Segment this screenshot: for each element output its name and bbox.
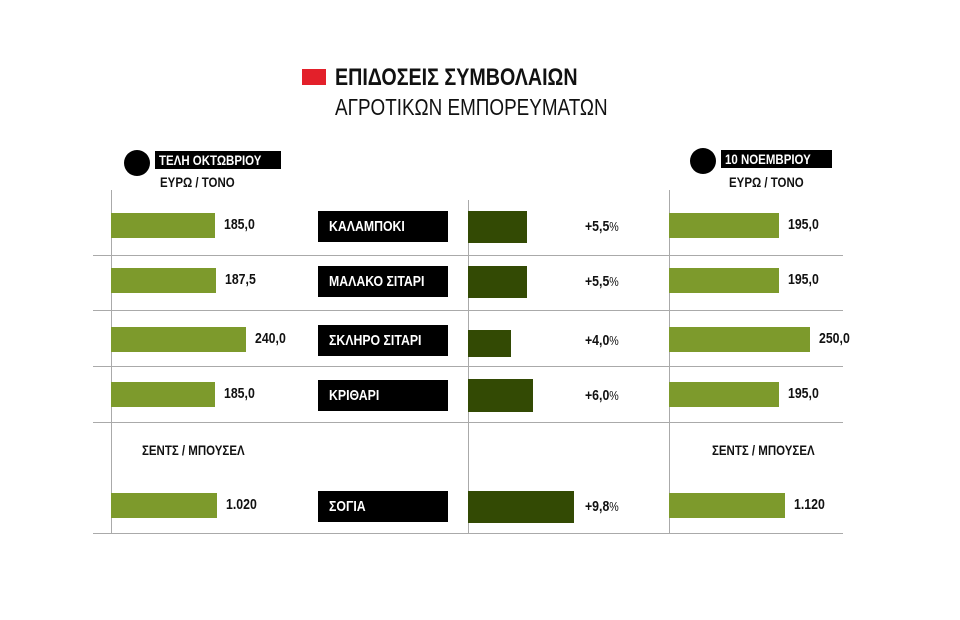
commodity-label: ΣΚΛΗΡΟ ΣΙΤΑΡΙ <box>318 325 448 356</box>
chart-subtitle: ΑΓΡΟΤΙΚΩΝ ΕΜΠΟΡΕΥΜΑΤΩΝ <box>335 94 608 120</box>
after-value: 195,0 <box>787 216 819 233</box>
before-bar <box>111 493 217 518</box>
change-value: +4,0% <box>585 332 619 349</box>
change-value: +6,0% <box>585 387 619 404</box>
row-divider <box>93 255 843 256</box>
after-value: 195,0 <box>787 271 819 288</box>
commodity-label: ΚΑΛΑΜΠΟΚΙ <box>318 211 448 242</box>
title-marker <box>302 69 326 85</box>
change-bar <box>468 330 512 357</box>
after-bar <box>669 327 810 352</box>
after-bar <box>669 493 785 518</box>
commodity-label: ΜΑΛΑΚΟ ΣΙΤΑΡΙ <box>318 266 448 297</box>
after-bar <box>669 213 779 238</box>
row-divider <box>93 310 843 311</box>
before-bar <box>111 268 217 293</box>
before-bar <box>111 213 215 238</box>
bullet-icon <box>690 148 716 174</box>
bullet-icon <box>124 150 150 176</box>
change-bar <box>468 491 574 523</box>
change-value: +5,5% <box>585 218 619 235</box>
row-divider <box>93 366 843 367</box>
after-value: 1.120 <box>793 496 825 513</box>
left-unit-label-2: ΣΕΝΤΣ / ΜΠΟΥΣΕΛ <box>142 442 245 458</box>
after-value: 195,0 <box>787 385 819 402</box>
before-value: 185,0 <box>223 385 255 402</box>
left-axis <box>111 190 112 534</box>
change-bar <box>468 379 533 412</box>
left-period-label: ΤΕΛΗ ΟΚΤΩΒΡΙΟΥ <box>155 151 281 169</box>
chart-title: ΕΠΙΔΟΣΕΙΣ ΣΥΜΒΟΛΑΙΩΝ <box>335 64 578 91</box>
before-bar <box>111 382 215 407</box>
before-bar <box>111 327 246 352</box>
after-bar <box>669 382 779 407</box>
left-unit-label: ΕΥΡΩ / ΤΟΝΟ <box>160 174 235 190</box>
change-axis <box>468 200 469 534</box>
right-period-label: 10 ΝΟΕΜΒΡΙΟΥ <box>721 150 832 168</box>
change-bar <box>468 266 528 298</box>
commodity-label: ΚΡΙΘΑΡΙ <box>318 380 448 411</box>
commodity-label: ΣΟΓΙΑ <box>318 491 448 522</box>
before-value: 185,0 <box>223 216 255 233</box>
before-value: 240,0 <box>254 330 286 347</box>
after-value: 250,0 <box>818 330 850 347</box>
change-value: +5,5% <box>585 273 619 290</box>
right-unit-label-2: ΣΕΝΤΣ / ΜΠΟΥΣΕΛ <box>712 442 815 458</box>
after-bar <box>669 268 779 293</box>
right-axis <box>669 190 670 534</box>
change-value: +9,8% <box>585 498 619 515</box>
before-value: 187,5 <box>225 271 257 288</box>
row-divider <box>93 422 843 423</box>
before-value: 1.020 <box>225 496 257 513</box>
row-divider <box>93 533 843 534</box>
right-unit-label: ΕΥΡΩ / ΤΟΝΟ <box>729 174 804 190</box>
change-bar <box>468 211 528 243</box>
